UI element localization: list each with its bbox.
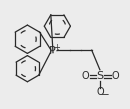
Text: −: − (100, 90, 109, 100)
Text: O: O (111, 71, 119, 81)
Text: S: S (96, 71, 103, 81)
Text: +: + (53, 43, 60, 52)
Text: O: O (96, 87, 104, 97)
Text: O: O (81, 71, 89, 81)
Text: P: P (49, 46, 56, 56)
